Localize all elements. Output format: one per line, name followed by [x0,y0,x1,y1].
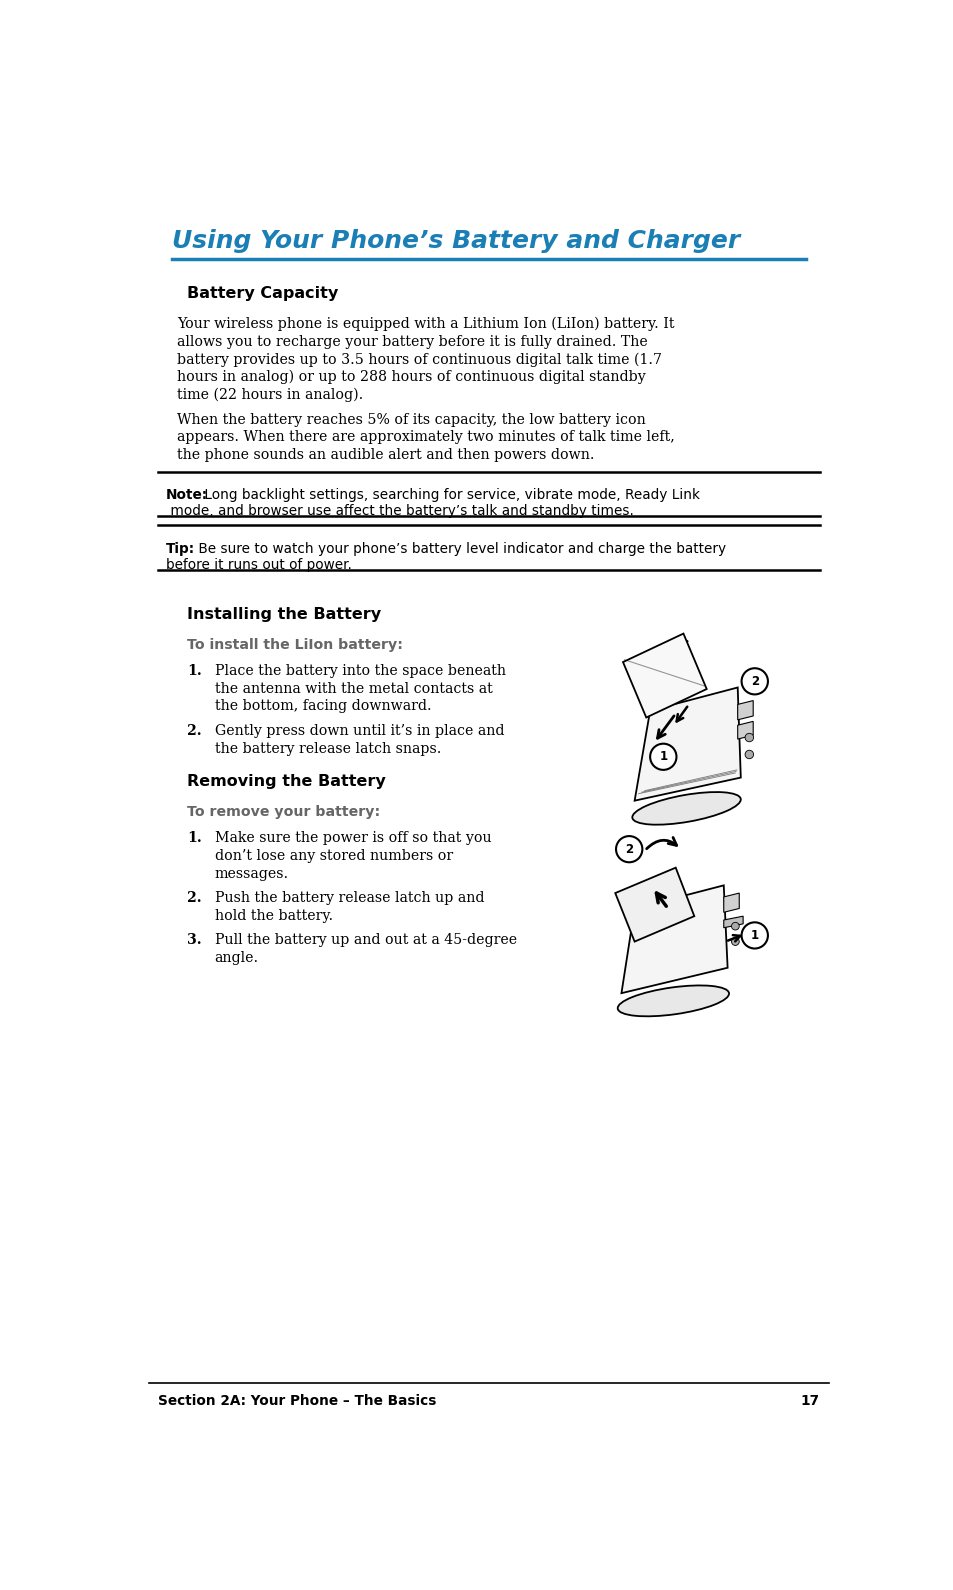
Ellipse shape [617,986,728,1016]
Text: time (22 hours in analog).: time (22 hours in analog). [177,388,363,402]
Text: battery provides up to 3.5 hours of continuous digital talk time (1.7: battery provides up to 3.5 hours of cont… [177,353,661,367]
Text: 2.: 2. [187,723,202,738]
Text: hold the battery.: hold the battery. [214,908,333,922]
Text: messages.: messages. [214,867,289,881]
Text: Battery Capacity: Battery Capacity [187,286,338,301]
Polygon shape [737,722,753,739]
Text: 1: 1 [659,750,667,763]
Text: Place the battery into the space beneath: Place the battery into the space beneath [214,665,505,679]
Text: 1: 1 [750,929,758,941]
Text: hours in analog) or up to 288 hours of continuous digital standby: hours in analog) or up to 288 hours of c… [177,370,645,385]
Circle shape [731,922,739,930]
Circle shape [740,668,767,695]
Text: Tip:: Tip: [166,542,194,555]
Text: Removing the Battery: Removing the Battery [187,774,386,790]
Polygon shape [723,894,739,913]
Text: Gently press down until it’s in place and: Gently press down until it’s in place an… [214,723,503,738]
Text: Installing the Battery: Installing the Battery [187,607,381,622]
Text: Push the battery release latch up and: Push the battery release latch up and [214,890,483,905]
Ellipse shape [632,792,740,825]
Polygon shape [615,868,694,941]
Polygon shape [622,633,706,717]
Text: 2: 2 [750,674,758,688]
Text: angle.: angle. [214,951,258,965]
Text: don’t lose any stored numbers or: don’t lose any stored numbers or [214,849,453,863]
Text: mode, and browser use affect the battery’s talk and standby times.: mode, and browser use affect the battery… [166,504,633,518]
Text: the battery release latch snaps.: the battery release latch snaps. [214,741,440,755]
Text: Pull the battery up and out at a 45-degree: Pull the battery up and out at a 45-degr… [214,933,517,948]
Text: before it runs out of power.: before it runs out of power. [166,558,352,572]
Text: appears. When there are approximately two minutes of talk time left,: appears. When there are approximately tw… [177,431,675,444]
Text: Using Your Phone’s Battery and Charger: Using Your Phone’s Battery and Charger [172,229,740,253]
Text: 3.: 3. [187,933,202,948]
Polygon shape [737,701,753,720]
Circle shape [616,836,641,862]
Polygon shape [620,886,727,994]
Text: Section 2A: Your Phone – The Basics: Section 2A: Your Phone – The Basics [158,1393,436,1407]
Text: 1.: 1. [187,832,202,846]
Text: To remove your battery:: To remove your battery: [187,805,380,819]
Text: the bottom, facing downward.: the bottom, facing downward. [214,700,431,714]
Circle shape [731,938,739,946]
Text: 2.: 2. [187,890,202,905]
Text: Long backlight settings, searching for service, vibrate mode, Ready Link: Long backlight settings, searching for s… [199,488,700,501]
Polygon shape [634,687,740,801]
Text: Make sure the power is off so that you: Make sure the power is off so that you [214,832,491,846]
Text: When the battery reaches 5% of its capacity, the low battery icon: When the battery reaches 5% of its capac… [177,412,645,426]
Text: Note:: Note: [166,488,208,501]
Text: the phone sounds an audible alert and then powers down.: the phone sounds an audible alert and th… [177,448,595,461]
Text: To install the LiIon battery:: To install the LiIon battery: [187,638,403,652]
Text: the antenna with the metal contacts at: the antenna with the metal contacts at [214,682,492,696]
Circle shape [649,744,676,770]
Text: Your wireless phone is equipped with a Lithium Ion (LiIon) battery. It: Your wireless phone is equipped with a L… [177,316,674,331]
Circle shape [744,733,753,743]
Text: allows you to recharge your battery before it is fully drained. The: allows you to recharge your battery befo… [177,334,647,348]
Text: 1.: 1. [187,665,202,679]
Text: Be sure to watch your phone’s battery level indicator and charge the battery: Be sure to watch your phone’s battery le… [193,542,725,555]
Text: 2: 2 [624,843,633,855]
Circle shape [740,922,767,949]
Circle shape [744,750,753,758]
Text: 17: 17 [800,1393,819,1407]
Polygon shape [723,916,742,927]
